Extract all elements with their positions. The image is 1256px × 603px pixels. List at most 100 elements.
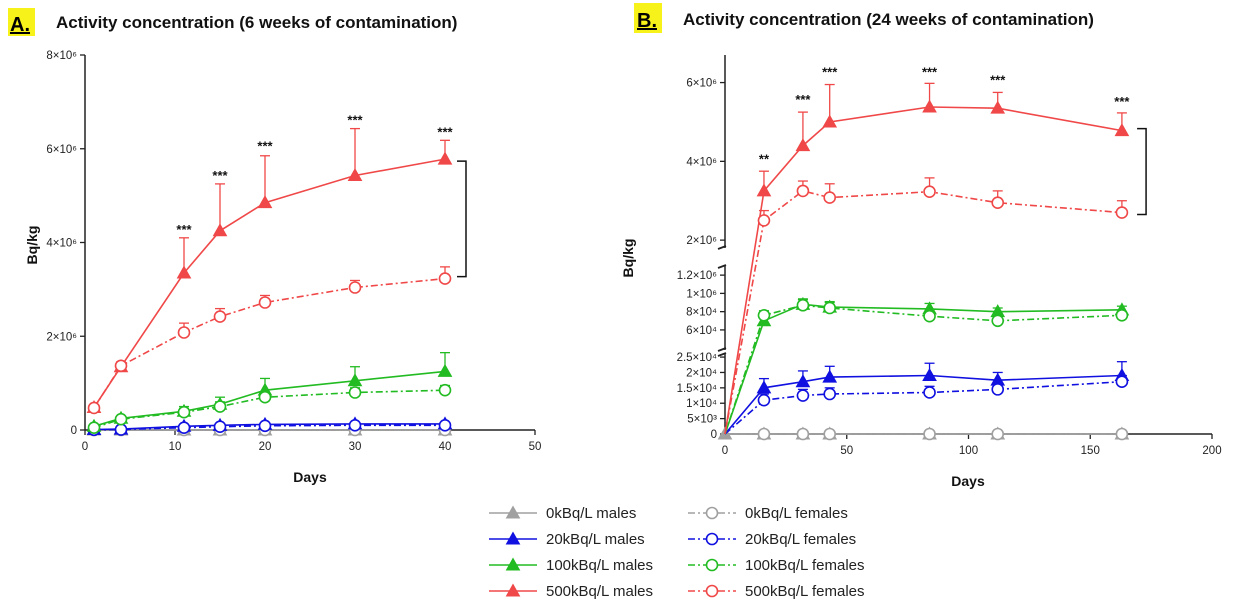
panel-b-point-f0 <box>796 427 810 441</box>
legend-item-f20: 20kBq/L females <box>688 531 856 548</box>
panel-b-y-tick-label: 1×10⁶ <box>686 288 717 300</box>
panel-a-point-m500 <box>437 151 453 165</box>
panel-b-axis-break <box>717 245 727 250</box>
panel-a-point-f500 <box>213 310 227 323</box>
legend-item-f100: 100kBq/L females <box>688 557 865 574</box>
legend-item-m20: 20kBq/L males <box>489 531 645 548</box>
panel-a-significance-bracket <box>457 160 467 278</box>
panel-b-point-f100 <box>757 309 771 322</box>
panel-b-significance-label: *** <box>922 65 938 80</box>
panel-a-series-f100 <box>87 383 452 434</box>
legend-label-m20: 20kBq/L males <box>546 531 645 548</box>
legend-marker-f0 <box>705 506 719 520</box>
panel-b-axis-break <box>717 347 727 352</box>
panel-a-point-f20 <box>213 420 227 434</box>
panel-b-point-f20 <box>757 393 771 407</box>
panel-b-point-f100 <box>1115 309 1129 322</box>
panel-b-point-m500 <box>756 183 772 197</box>
panel-b-series-f100 <box>724 298 1129 435</box>
panel-b-y-tick-label: 4×10⁶ <box>686 156 717 168</box>
panel-a-series-f500 <box>87 266 452 415</box>
panel-a-significance-label: *** <box>437 124 453 139</box>
legend-symbol-f20 <box>688 532 736 546</box>
panel-b-y-tick-label: 6×10⁴ <box>686 325 717 337</box>
panel-b-point-f500 <box>923 185 936 198</box>
panel-b-xlabel: Days <box>951 473 985 489</box>
panel-b-significance-label: *** <box>1114 94 1130 109</box>
panel-b-point-f500 <box>796 184 810 198</box>
panel-a-title: Activity concentration (6 weeks of conta… <box>56 13 457 32</box>
panel-b-point-f0 <box>757 427 771 441</box>
panel-b-y-tick-label: 5×10³ <box>687 414 717 426</box>
panel-b-point-m500 <box>990 100 1006 114</box>
panel-b-point-m500 <box>822 114 838 128</box>
panel-b-y-tick-label: 6×10⁶ <box>686 78 717 90</box>
panel-a-point-f500 <box>87 401 101 415</box>
panel-a-y-tick-label: 6×10⁶ <box>46 144 77 156</box>
panel-b-significance-label: *** <box>822 65 838 80</box>
panel-b-y-tick-label: 1.2×10⁶ <box>677 270 717 282</box>
panel-b-y-tick-label: 2×10⁶ <box>686 235 717 247</box>
legend: 0kBq/L males 20kBq/L males 100kBq/L male… <box>489 505 865 600</box>
panel-b-series-f500 <box>724 177 1129 435</box>
panel-a-series-m500 <box>86 127 453 413</box>
panel-b-y-tick-label: 2.5×10⁴ <box>677 352 717 364</box>
panel-b-point-f500 <box>1115 206 1129 219</box>
legend-symbol-m20 <box>489 531 537 545</box>
panel-b-x-tick-label: 0 <box>722 445 728 457</box>
legend-symbol-m500 <box>489 583 537 597</box>
panel-b-significance-bracket <box>1137 127 1147 216</box>
panel-b-point-m20 <box>922 368 937 382</box>
panel-b-significance-label: *** <box>795 92 811 107</box>
panel-a-point-m500 <box>176 265 192 279</box>
panel-b-point-f500 <box>823 191 837 204</box>
panel-a-point-f100 <box>177 405 191 419</box>
panel-a-errorbar-m500 <box>350 127 360 176</box>
panel-a-point-f100 <box>114 412 128 426</box>
legend-label-f500: 500kBq/L females <box>745 583 865 600</box>
panel-a-point-m500 <box>347 167 363 181</box>
panel-a-x-tick-label: 20 <box>259 441 272 453</box>
panel-a-significance-label: *** <box>212 168 228 183</box>
panel-b-point-m20 <box>795 374 811 388</box>
panel-b-point-f20 <box>923 386 936 399</box>
panel-a-point-m500 <box>257 195 273 209</box>
panel-a-xlabel: Days <box>293 469 327 485</box>
panel-a-point-f100 <box>258 390 272 404</box>
panel-b-point-f100 <box>923 309 936 323</box>
panel-a-x-tick-label: 40 <box>439 441 452 453</box>
panel-b-y-tick-label: 0 <box>711 429 717 441</box>
legend-marker-m20 <box>505 531 521 545</box>
panel-a-point-f500 <box>438 272 452 285</box>
panel-b-point-f100 <box>991 314 1005 328</box>
panel-a-plot: 0 2×10⁶ 4×10⁶ 6×10⁶ 8×10⁶ 0 10 20 30 40 50 *** *** **… <box>46 50 541 453</box>
panel-a-errorbar-m500 <box>260 155 270 203</box>
legend-marker-m500 <box>505 583 521 597</box>
panel-a-point-f20 <box>114 423 128 436</box>
panel-b-y-tick-label: 1×10⁴ <box>686 398 717 410</box>
panel-a-y-tick-label: 4×10⁶ <box>46 238 77 250</box>
legend-symbol-f100 <box>688 558 736 572</box>
legend-marker-f500 <box>705 584 719 598</box>
panel-b-point-m500 <box>1114 123 1130 137</box>
panel-b-ylabel: Bq/kg <box>620 239 636 278</box>
legend-symbol-m0 <box>489 505 537 519</box>
panel-b-point-f20 <box>796 389 810 402</box>
panel-b-series-m500 <box>724 82 1130 435</box>
legend-item-m500: 500kBq/L males <box>489 583 653 600</box>
panel-b-point-f20 <box>1115 375 1129 388</box>
panel-a-point-f500 <box>114 359 128 373</box>
legend-item-f0: 0kBq/L females <box>688 505 848 522</box>
panel-b-x-tick-label: 200 <box>1202 445 1221 457</box>
panel-a-x-tick-label: 0 <box>82 441 88 453</box>
panel-a-significance-label: *** <box>176 222 192 237</box>
legend-label-m100: 100kBq/L males <box>546 557 653 574</box>
panel-a-point-f100 <box>87 421 101 434</box>
panel-b-line-f20 <box>724 380 1122 435</box>
panel-b-point-m20 <box>822 369 838 383</box>
panel-b-letter-highlight <box>634 3 662 33</box>
panel-b-axis-break <box>717 264 727 269</box>
panel-b-point-m20 <box>756 380 772 394</box>
panel-b-letter: B. <box>637 10 657 32</box>
